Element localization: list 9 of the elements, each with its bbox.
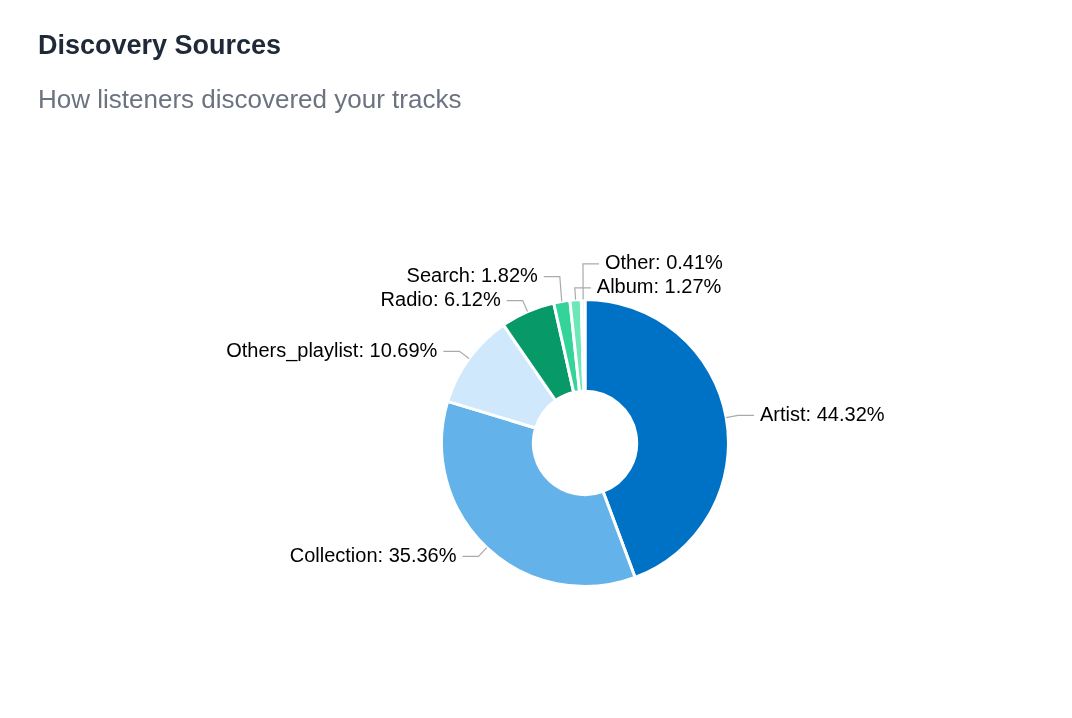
chart-subtitle: How listeners discovered your tracks: [38, 84, 462, 115]
slice-label: Others_playlist: 10.69%: [226, 338, 438, 362]
slice-label: Artist: 44.32%: [760, 402, 885, 425]
slice-label: Search: 1.82%: [406, 264, 539, 287]
slice-label: Other: 0.41%: [605, 251, 724, 274]
slice-label: Album: 1.27%: [596, 275, 722, 298]
slice-label: Radio: 6.12%: [380, 288, 501, 311]
chart-title: Discovery Sources: [38, 30, 282, 61]
slice-label: Collection: 35.36%: [289, 543, 457, 566]
